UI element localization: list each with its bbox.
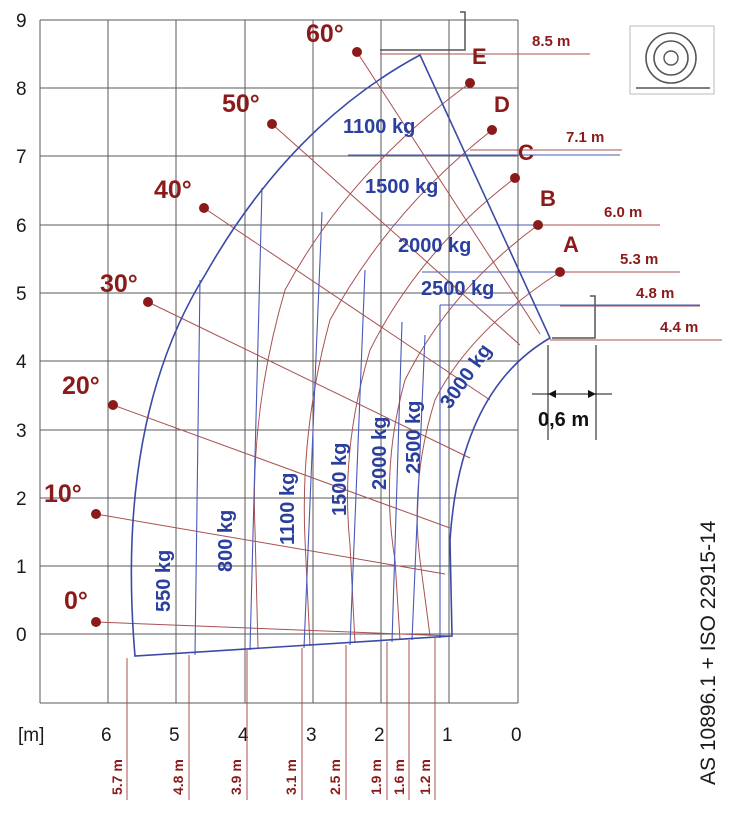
load-label: 1500 kg [329, 443, 351, 516]
reach-label: 4.8 m [170, 759, 186, 795]
height-label: 8.5 m [532, 33, 570, 50]
height-labels: 8.5 m 7.1 m 6.0 m 5.3 m 4.8 m 4.4 m [532, 33, 698, 336]
standard-label: AS 10896.1 + ISO 22915-14 [697, 520, 720, 785]
angle-markers: 0° 10° 20° 30° 40° 50° 60° [44, 20, 362, 627]
y-tick: 9 [16, 11, 27, 32]
reach-label: 3.9 m [228, 759, 244, 795]
y-axis-labels: 0 1 2 3 4 5 6 7 8 9 [16, 11, 27, 646]
y-tick: 6 [16, 216, 27, 237]
load-label: 1500 kg [365, 176, 438, 198]
boom-letter: B [540, 186, 556, 211]
unit-label: [m] [18, 725, 44, 746]
working-envelope [130, 53, 552, 657]
height-label: 4.4 m [660, 319, 698, 336]
load-label: 1100 kg [277, 473, 299, 545]
height-label: 4.8 m [636, 285, 674, 302]
reach-label: 1.9 m [368, 759, 384, 795]
y-tick: 3 [16, 421, 27, 442]
angle-label: 30° [100, 270, 138, 298]
angle-label: 0° [64, 587, 88, 615]
x-tick: 5 [169, 725, 180, 746]
reach-label: 2.5 m [327, 759, 343, 795]
boom-letter: A [563, 232, 579, 257]
height-label: 5.3 m [620, 251, 658, 268]
x-tick: 3 [306, 725, 317, 746]
angle-label: 20° [62, 372, 100, 400]
reach-label: 3.1 m [283, 759, 299, 795]
angle-label: 50° [222, 90, 260, 118]
load-label: 2000 kg [398, 235, 471, 257]
reach-label: 1.2 m [417, 759, 433, 795]
angle-lines [95, 51, 541, 637]
y-tick: 8 [16, 79, 27, 100]
angle-label: 40° [154, 176, 192, 204]
fork-icon-bottom [552, 295, 596, 339]
x-tick: 0 [511, 725, 522, 746]
load-label: 1100 kg [343, 116, 415, 138]
y-tick: 7 [16, 147, 27, 168]
x-tick: 4 [238, 725, 249, 746]
y-tick: 2 [16, 489, 27, 510]
height-label: 7.1 m [566, 129, 604, 146]
upper-load-labels: 1100 kg 1500 kg 2000 kg 2500 kg [343, 116, 494, 300]
x-tick: 2 [374, 725, 385, 746]
x-tick: 6 [101, 725, 112, 746]
offset-label: 0,6 m [538, 409, 589, 431]
reach-label: 5.7 m [109, 759, 125, 795]
height-label: 6.0 m [604, 204, 642, 221]
angle-label: 10° [44, 480, 82, 508]
load-label: 550 kg [153, 550, 175, 612]
y-tick: 1 [16, 557, 27, 578]
offset-dimension: 0,6 m [532, 345, 612, 440]
load-label: 2000 kg [369, 417, 391, 490]
y-tick: 0 [16, 625, 27, 646]
reach-label: 1.6 m [391, 759, 407, 795]
reach-lines [126, 638, 436, 800]
grid [39, 19, 519, 704]
height-lines [380, 53, 722, 341]
boom-letter: E [472, 44, 487, 69]
x-tick: 1 [442, 725, 453, 746]
y-tick: 5 [16, 284, 27, 305]
reach-labels: 5.7 m 4.8 m 3.9 m 3.1 m 2.5 m 1.9 m 1.6 … [109, 759, 433, 795]
load-label: 800 kg [215, 510, 237, 572]
load-zone-lines [194, 154, 700, 656]
load-label: 2500 kg [403, 401, 425, 474]
wheel-icon [629, 25, 715, 95]
boom-letter-markers: A B C D E [465, 44, 579, 277]
x-axis-labels: [m] 6 5 4 3 2 1 0 [18, 725, 522, 746]
boom-letter: C [518, 140, 534, 165]
y-tick: 4 [16, 352, 27, 373]
vertical-load-labels: 550 kg 800 kg 1100 kg 1500 kg 2000 kg 25… [153, 340, 496, 612]
boom-letter: D [494, 92, 510, 117]
angle-label: 60° [306, 20, 344, 48]
load-label: 2500 kg [421, 278, 494, 300]
